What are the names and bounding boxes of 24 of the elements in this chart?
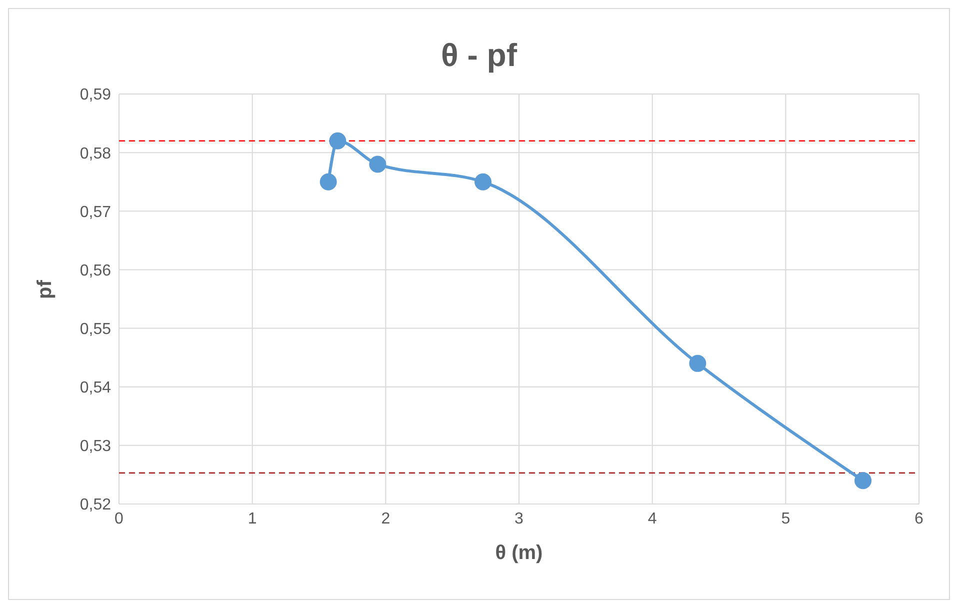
point bbox=[474, 173, 492, 190]
point bbox=[369, 156, 386, 173]
x-tick-label: 2 bbox=[381, 510, 390, 528]
chart-title: θ - pf bbox=[440, 37, 518, 74]
y-tick-label: 0,54 bbox=[80, 380, 112, 397]
x-tick-label: 0 bbox=[114, 510, 124, 528]
x-tick-label: 3 bbox=[514, 510, 524, 528]
y-tick-label: 0,59 bbox=[80, 86, 112, 104]
y-tick-label: 0,56 bbox=[80, 262, 112, 280]
x-axis-title: θ (m) bbox=[495, 542, 543, 564]
point bbox=[689, 354, 706, 372]
point bbox=[320, 173, 337, 190]
y-tick-label: 0,55 bbox=[80, 320, 112, 338]
y-tick-label: 0,57 bbox=[80, 204, 112, 221]
point bbox=[329, 132, 346, 150]
x-tick-label: 1 bbox=[248, 510, 257, 528]
x-tick-label: 6 bbox=[914, 510, 924, 528]
y-tick-label: 0,52 bbox=[80, 496, 112, 514]
y-axis-title: pf bbox=[34, 280, 56, 299]
y-tick-label: 0,58 bbox=[80, 145, 112, 162]
x-tick-label: 4 bbox=[648, 510, 657, 528]
point bbox=[854, 472, 872, 490]
x-tick-label: 5 bbox=[781, 510, 790, 528]
y-tick-label: 0,53 bbox=[80, 438, 112, 456]
